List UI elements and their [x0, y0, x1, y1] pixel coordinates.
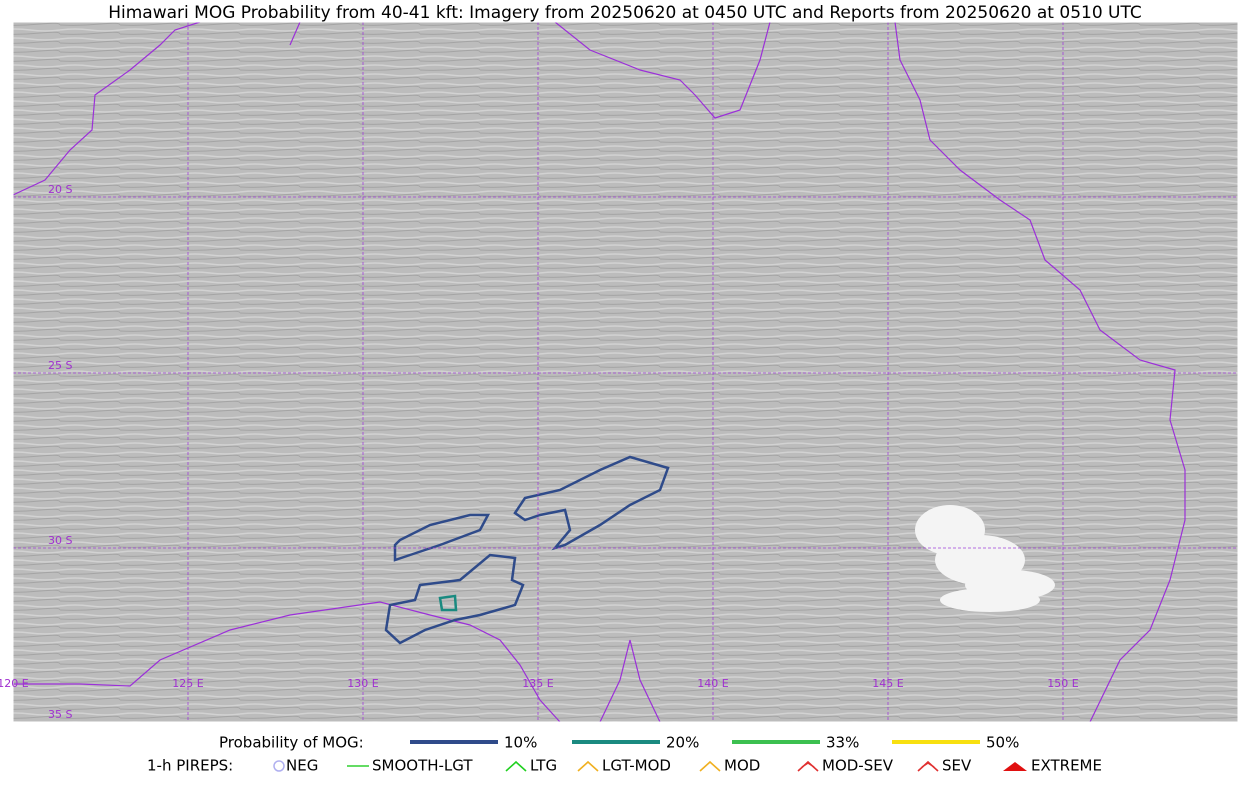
latitude-label: 35 S	[48, 708, 72, 721]
latitude-label: 25 S	[48, 359, 72, 372]
mog-legend-label: 20%	[666, 734, 699, 752]
pirep-legend-label: SMOOTH-LGT	[372, 757, 473, 775]
longitude-label: 145 E	[872, 677, 903, 690]
pirep-legend-label: SEV	[942, 757, 972, 775]
pirep-legend-symbol	[917, 760, 939, 772]
pirep-legend-symbol	[1003, 762, 1027, 771]
pirep-legend-label: NEG	[286, 757, 318, 775]
pirep-legend-symbol	[797, 760, 819, 772]
pirep-icon	[505, 760, 527, 772]
pirep-legend-symbol	[577, 760, 599, 772]
pirep-legend-label: MOD-SEV	[822, 757, 894, 775]
mog-legend-label: 10%	[504, 734, 537, 752]
pirep-icon	[917, 760, 939, 772]
longitude-label: 135 E	[522, 677, 553, 690]
pirep-icon	[577, 760, 599, 772]
mog-legend-label: 33%	[826, 734, 859, 752]
pirep-legend-label: LGT-MOD	[602, 757, 671, 775]
longitude-label: 125 E	[172, 677, 203, 690]
pirep-icon	[797, 760, 819, 772]
satellite-imagery	[13, 22, 1238, 722]
pirep-legend-title: 1-h PIREPS:	[147, 757, 233, 775]
longitude-label: 120 E	[0, 677, 29, 690]
pirep-legend-label: LTG	[530, 757, 557, 775]
mog-contours	[384, 455, 670, 645]
coastline	[13, 22, 1186, 722]
map-title: Himawari MOG Probability from 40-41 kft:…	[108, 3, 1142, 23]
cloud-cluster	[915, 505, 1055, 612]
latitude-label: 20 S	[48, 183, 72, 196]
map-area	[13, 22, 1238, 722]
pirep-legend-symbol	[273, 760, 285, 772]
longitude-label: 140 E	[697, 677, 728, 690]
latitude-label: 30 S	[48, 534, 72, 547]
pirep-icon	[1003, 762, 1027, 771]
pirep-legend-symbol	[505, 760, 527, 772]
mog-legend-title: Probability of MOG:	[219, 734, 364, 752]
pirep-legend-label: MOD	[724, 757, 760, 775]
mog-legend-label: 50%	[986, 734, 1019, 752]
pirep-icon	[699, 760, 721, 772]
pirep-legend-symbol	[699, 760, 721, 772]
pirep-legend-label: EXTREME	[1031, 757, 1102, 775]
map-frame	[12, 21, 1239, 723]
pirep-icon	[273, 760, 285, 772]
longitude-label: 130 E	[347, 677, 378, 690]
longitude-label: 150 E	[1047, 677, 1078, 690]
